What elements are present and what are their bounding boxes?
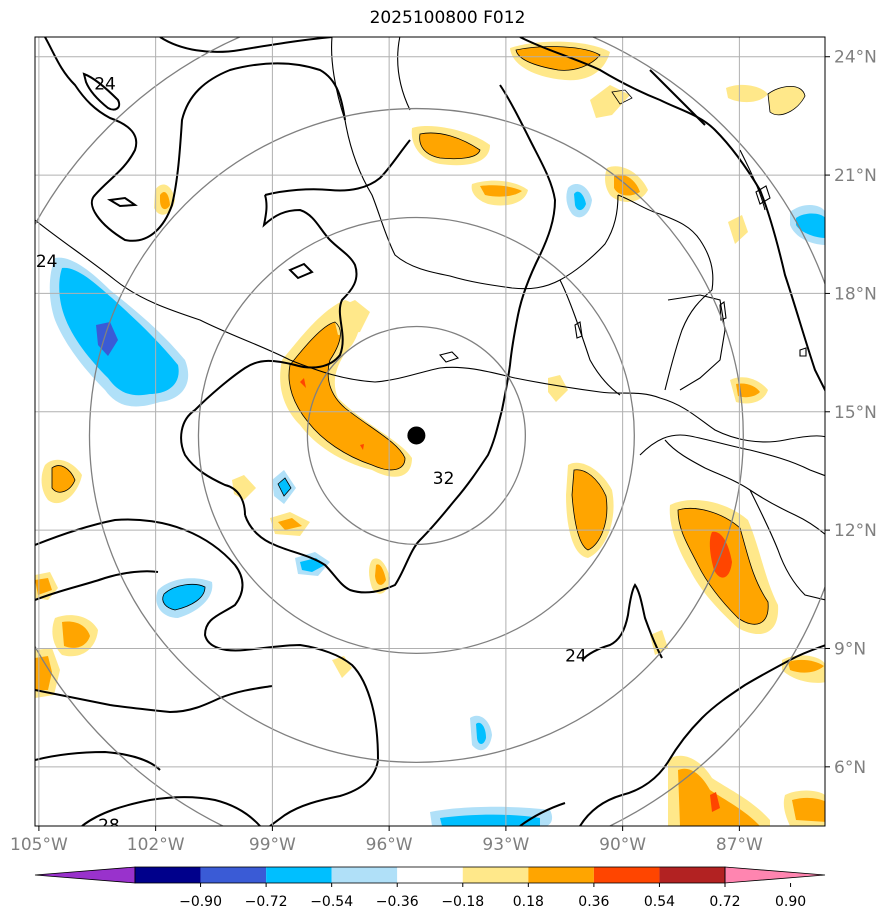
- colorbar-segment-5: [462, 867, 529, 883]
- colorbar-segment-2: [266, 867, 332, 883]
- colorbar-extend-low: [34, 866, 136, 884]
- range-ring-2: [88, 107, 744, 763]
- colorbar-segment-4: [397, 867, 463, 883]
- colorbar-extend-high: [724, 866, 826, 884]
- map-border: [34, 36, 826, 827]
- lon-tick-label-4: 93°W: [482, 835, 529, 855]
- lon-tick-label-5: 90°W: [599, 835, 646, 855]
- colorbar-segment-6: [528, 867, 594, 883]
- colorbar: −0.90 −0.72 −0.54 −0.36 −0.18 0.18 0.36 0.54 0.7…: [34, 866, 826, 910]
- range-ring-1: [197, 216, 635, 655]
- colorbar-label-1: −0.72: [245, 894, 288, 910]
- lat-tick-label-5: 21°N: [834, 166, 877, 186]
- storm-center-marker[interactable]: [407, 426, 426, 445]
- contour-label-0: 24: [94, 74, 116, 94]
- lon-tick-label-0: 105°W: [10, 835, 68, 855]
- colorbar-segment-1: [200, 867, 267, 883]
- colorbar-segment-8: [659, 867, 725, 883]
- range-rings: [35, 37, 825, 826]
- lat-tick-label-0: 6°N: [834, 758, 866, 778]
- contour-label-3: 24: [565, 646, 587, 666]
- contour-value-labels: 24 24 32 24 28: [36, 74, 587, 836]
- colorbar-frame: [134, 866, 726, 884]
- contour-label-4: 28: [98, 816, 120, 836]
- colorbar-label-6: 0.36: [578, 894, 609, 910]
- lon-tick-label-6: 87°W: [716, 835, 763, 855]
- map-panel[interactable]: 24 24 32 24 28: [0, 0, 852, 871]
- colorbar-label-8: 0.72: [709, 894, 740, 910]
- lat-tick-label-6: 24°N: [834, 48, 877, 68]
- contour-label-2: 32: [433, 469, 455, 489]
- thick-contour-lines: [35, 37, 825, 826]
- colorbar-label-3: −0.36: [376, 894, 419, 910]
- range-ring-0: [306, 325, 526, 546]
- latitude-tick-labels: 6°N 9°N 12°N 15°N 18°N 21°N 24°N: [825, 48, 877, 778]
- colorbar-label-0: −0.90: [179, 894, 222, 910]
- lon-tick-label-1: 102°W: [127, 835, 185, 855]
- anomaly-shading: [35, 41, 825, 826]
- colorbar-label-9: 0.90: [775, 894, 806, 910]
- colorbar-label-4: −0.18: [441, 894, 484, 910]
- colorbar-label-2: −0.54: [310, 894, 353, 910]
- lon-tick-label-2: 99°W: [249, 835, 296, 855]
- map-title: 2025100800 F012: [369, 8, 526, 28]
- contour-label-1: 24: [36, 252, 58, 272]
- colorbar-segment-0: [135, 867, 201, 883]
- lat-tick-label-2: 12°N: [834, 521, 877, 541]
- graticule: [35, 37, 825, 826]
- lat-tick-label-1: 9°N: [834, 639, 866, 659]
- colorbar-segment-7: [593, 867, 660, 883]
- colorbar-label-5: 0.18: [513, 894, 544, 910]
- longitude-tick-labels: 105°W 102°W 99°W 96°W 93°W 90°W 87°W: [10, 826, 763, 855]
- lat-tick-label-3: 15°N: [834, 403, 877, 423]
- colorbar-label-7: 0.54: [644, 894, 675, 910]
- coastlines: [35, 37, 825, 601]
- lat-tick-label-4: 18°N: [834, 284, 877, 304]
- colorbar-segment-3: [331, 867, 398, 883]
- lon-tick-label-3: 96°W: [366, 835, 413, 855]
